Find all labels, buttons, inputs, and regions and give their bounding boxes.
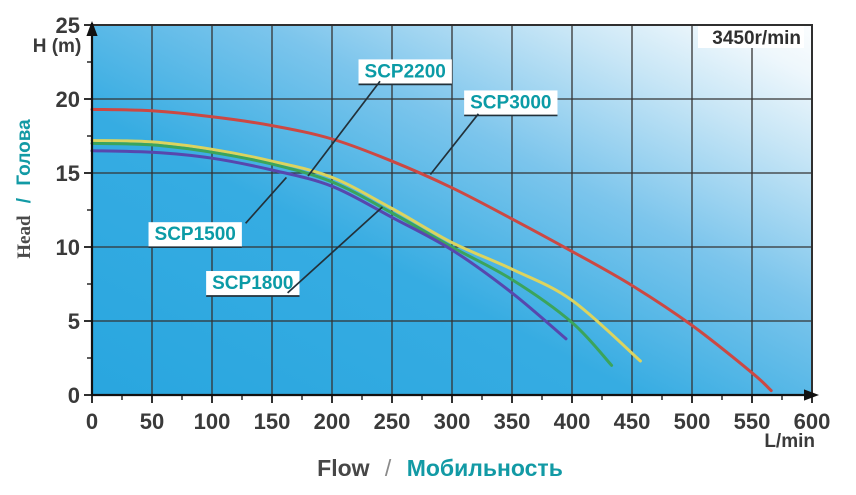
gridlines bbox=[92, 25, 812, 395]
series-label-box bbox=[206, 271, 300, 297]
series-label-scp1800: SCP1800 bbox=[206, 206, 383, 297]
x-tick-label: 150 bbox=[254, 409, 291, 434]
speed-label-background bbox=[698, 26, 804, 48]
curve-scp1800 bbox=[90, 141, 614, 367]
series-label-text: SCP1500 bbox=[155, 224, 236, 245]
y-axis-title: Head / Голова bbox=[14, 119, 35, 259]
series-label-text: SCP1800 bbox=[212, 273, 293, 294]
x-tick-label: 350 bbox=[494, 409, 531, 434]
series-label-box bbox=[148, 222, 242, 248]
x-axis-title-ru: Мобильность bbox=[407, 455, 563, 481]
y-tick-label: 15 bbox=[56, 161, 80, 186]
x-tick-label: 400 bbox=[554, 409, 591, 434]
curve-scp1500 bbox=[90, 149, 568, 341]
y-tick-label: 5 bbox=[68, 309, 80, 334]
series-label-scp3000: SCP3000 bbox=[429, 90, 558, 176]
y-axis-title-ru: Голова bbox=[14, 119, 35, 186]
curve-scp3000 bbox=[90, 107, 773, 393]
series-label-scp2200: SCP2200 bbox=[307, 59, 452, 177]
x-axis-title-en: Flow bbox=[317, 455, 369, 481]
leader-line bbox=[244, 176, 288, 224]
series-label-box bbox=[358, 59, 452, 85]
x-tick-label: 0 bbox=[86, 409, 98, 434]
leader-line bbox=[429, 113, 480, 176]
y-axis-title-en: Head bbox=[14, 215, 35, 259]
leader-line bbox=[287, 206, 383, 294]
series-label-text: SCP3000 bbox=[470, 92, 551, 113]
x-tick-label: 300 bbox=[434, 409, 471, 434]
x-tick-label: 450 bbox=[614, 409, 651, 434]
y-axis-title-separator: / bbox=[14, 197, 35, 203]
x-axis-title: Flow / Мобильность bbox=[317, 455, 563, 481]
axis-ticks bbox=[84, 24, 813, 403]
x-axis-title-separator: / bbox=[385, 455, 392, 481]
series-label-text: SCP2200 bbox=[365, 61, 446, 82]
x-axis-arrow-icon bbox=[804, 389, 819, 401]
axis-tick-labels: 0 50 100 150 200 250 300 350 400 450 500 550 600 0 5 10… bbox=[56, 13, 831, 434]
y-axis-arrow-icon bbox=[86, 21, 98, 36]
y-tick-label: 20 bbox=[56, 87, 80, 112]
x-axis-unit-label: L/min bbox=[764, 431, 815, 452]
x-tick-label: 250 bbox=[374, 409, 411, 434]
y-tick-label: 25 bbox=[56, 13, 80, 38]
speed-label: 3450r/min bbox=[712, 28, 801, 49]
series-label-box bbox=[464, 90, 558, 116]
y-tick-label: 10 bbox=[56, 235, 80, 260]
x-tick-label: 500 bbox=[674, 409, 711, 434]
x-tick-label: 550 bbox=[734, 409, 771, 434]
pump-curves bbox=[90, 107, 773, 393]
y-tick-label: 0 bbox=[68, 383, 80, 408]
y-axis-unit-label: H (m) bbox=[33, 36, 82, 57]
speed-label-group: 3450r/min bbox=[698, 26, 804, 49]
x-tick-label: 100 bbox=[194, 409, 231, 434]
x-tick-label: 600 bbox=[794, 409, 831, 434]
x-tick-label: 200 bbox=[314, 409, 351, 434]
x-tick-label: 50 bbox=[140, 409, 164, 434]
leader-line bbox=[307, 80, 381, 177]
series-label-scp1500: SCP1500 bbox=[148, 176, 288, 249]
series-labels: SCP1500 SCP1800 SCP2200 SCP3000 bbox=[148, 59, 558, 297]
curve-scp2200 bbox=[90, 138, 642, 363]
